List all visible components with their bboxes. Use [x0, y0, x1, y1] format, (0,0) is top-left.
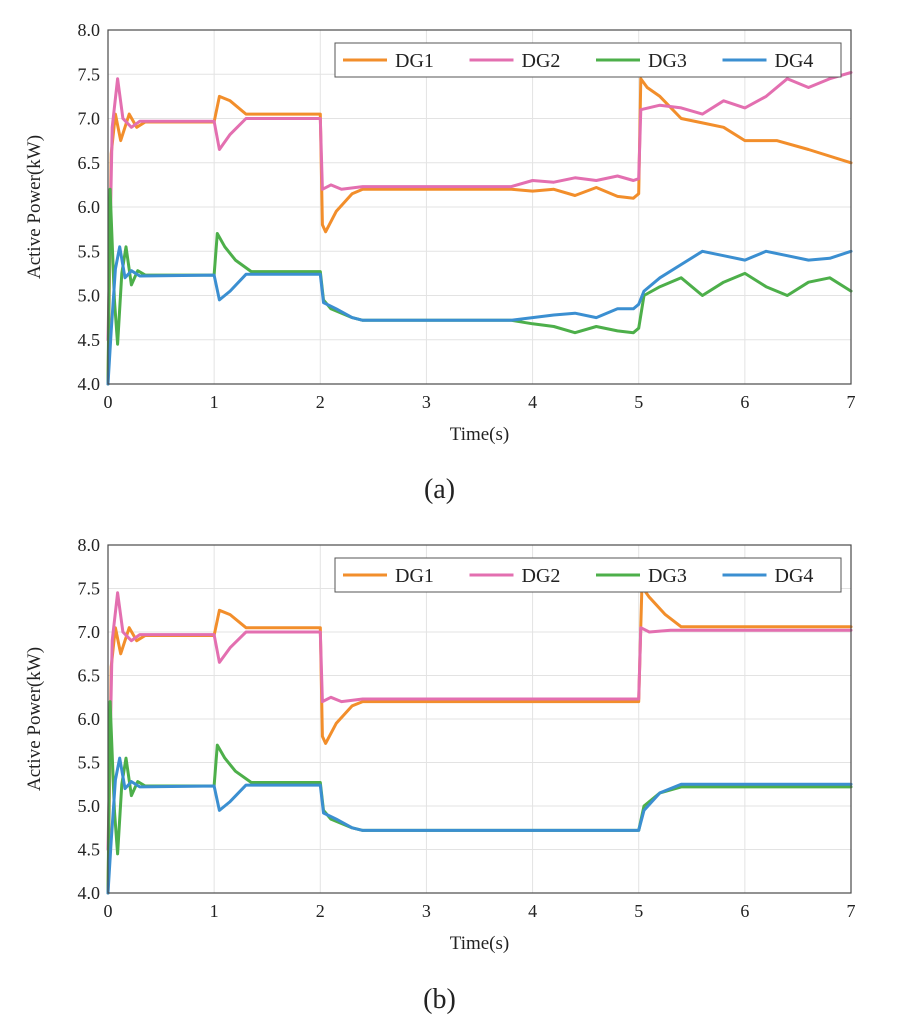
plot-frame	[107, 544, 852, 894]
y-tick-label: 8.0	[78, 535, 101, 555]
y-tick-label: 4.5	[78, 330, 101, 350]
x-tick-label: 1	[210, 901, 219, 921]
x-tick-label: 6	[740, 901, 749, 921]
series-line-dg4	[106, 756, 853, 895]
y-tick-label: 7.0	[78, 622, 101, 642]
x-tick-label: 4	[528, 901, 537, 921]
x-tick-label: 2	[316, 901, 325, 921]
x-tick-label: 0	[104, 392, 113, 412]
y-tick-label: 7.0	[78, 109, 101, 129]
legend-label-dg3: DG3	[648, 565, 687, 587]
x-tick-label: 1	[210, 392, 219, 412]
legend-label-dg3: DG3	[648, 50, 687, 72]
y-tick-label: 6.0	[78, 197, 101, 217]
x-tick-label: 5	[634, 392, 643, 412]
x-tick-label: 5	[634, 901, 643, 921]
y-tick-label: 5.5	[78, 753, 101, 773]
legend: DG1 DG2 DG3 DG4	[334, 42, 842, 78]
x-tick-label: 0	[104, 901, 113, 921]
y-tick-label: 6.0	[78, 709, 101, 729]
legend-label-dg2: DG2	[522, 50, 561, 72]
legend-label-dg1: DG1	[395, 50, 434, 72]
panel-label: (a)	[424, 474, 455, 505]
x-tick-label: 7	[847, 392, 856, 412]
y-tick-label: 7.5	[78, 579, 101, 599]
x-tick-label: 6	[740, 392, 749, 412]
y-tick-label: 4.0	[78, 374, 101, 394]
plot-frame	[107, 29, 852, 385]
y-tick-label: 4.5	[78, 840, 101, 860]
series-line-dg2	[106, 591, 853, 851]
y-tick-label: 5.0	[78, 286, 101, 306]
legend-label-dg4: DG4	[775, 50, 814, 72]
y-axis-label: Active Power(kW)	[24, 647, 45, 791]
y-axis-label: Active Power(kW)	[24, 135, 45, 279]
x-tick-label: 7	[847, 901, 856, 921]
y-tick-label: 6.5	[78, 666, 101, 686]
series-line-dg2	[106, 71, 853, 342]
y-tick-label: 8.0	[78, 20, 101, 40]
x-axis-label: Time(s)	[450, 424, 509, 445]
panel-label: (b)	[423, 984, 456, 1015]
legend-box	[334, 42, 842, 78]
legend: DG1 DG2 DG3 DG4	[334, 557, 842, 593]
x-axis-label: Time(s)	[450, 933, 509, 954]
x-tick-label: 4	[528, 392, 537, 412]
series-line-dg4	[106, 245, 853, 386]
legend-label-dg1: DG1	[395, 565, 434, 587]
x-tick-label: 3	[422, 392, 431, 412]
y-tick-label: 5.5	[78, 241, 101, 261]
y-tick-label: 7.5	[78, 64, 101, 84]
y-tick-label: 6.5	[78, 153, 101, 173]
legend-label-dg4: DG4	[775, 565, 814, 587]
x-tick-label: 2	[316, 392, 325, 412]
x-tick-label: 3	[422, 901, 431, 921]
y-tick-label: 5.0	[78, 796, 101, 816]
series-line-dg1	[106, 77, 853, 386]
legend-label-dg2: DG2	[522, 565, 561, 587]
y-tick-label: 4.0	[78, 883, 101, 903]
